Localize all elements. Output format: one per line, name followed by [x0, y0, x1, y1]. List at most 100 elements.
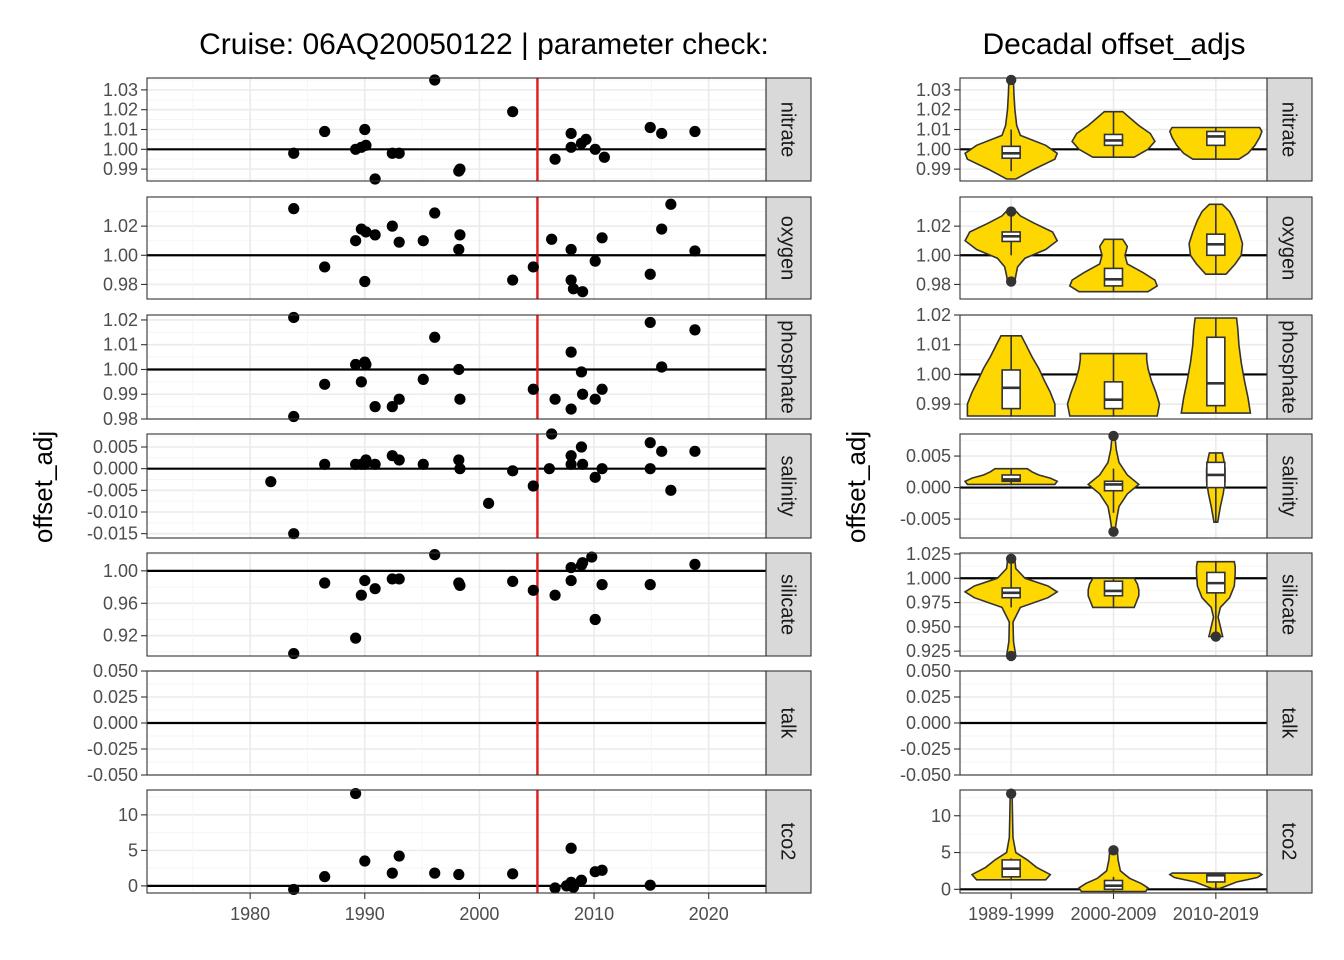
data-point — [596, 579, 608, 591]
data-point — [319, 577, 331, 589]
scatter-phosphate-y-tick-label: 1.01 — [103, 335, 138, 355]
x-tick-label: 2010-2019 — [1173, 904, 1259, 924]
violin-tco2-y-tick-label: 5 — [941, 843, 951, 863]
scatter-salinity-y-tick-label: -0.010 — [87, 502, 138, 522]
violin-nitrate-y-tick-label: 1.02 — [916, 100, 951, 120]
left-chart-title: Cruise: 06AQ20050122 | parameter check: — [199, 28, 769, 61]
scatter-tco2-panel-border — [146, 789, 767, 894]
data-point — [575, 874, 588, 886]
data-point — [288, 647, 300, 660]
data-point — [355, 589, 367, 601]
violin-tco2-y-tick-label: 10 — [931, 806, 951, 826]
data-point — [386, 867, 398, 879]
left-y-axis-label: offset_adj — [28, 431, 58, 543]
data-point — [393, 147, 405, 159]
data-point — [386, 220, 398, 232]
scatter-nitrate-strip — [765, 77, 812, 182]
data-point — [369, 229, 381, 241]
data-point — [360, 139, 372, 151]
data-point — [565, 274, 577, 286]
data-point — [359, 275, 371, 288]
data-point — [575, 441, 588, 453]
violin-salinity-strip — [1266, 433, 1313, 539]
boxplot-box — [1206, 130, 1226, 147]
data-point — [288, 147, 300, 159]
outlier-point — [1005, 788, 1017, 799]
data-point — [359, 123, 371, 136]
data-point — [567, 881, 580, 893]
data-point — [429, 207, 441, 219]
data-point — [482, 497, 495, 509]
data-point — [417, 373, 429, 385]
data-point — [644, 121, 656, 134]
violin-oxygen-strip-label: oxygen — [1278, 216, 1300, 281]
scatter-nitrate-y-tick-label: 1.00 — [103, 139, 138, 159]
data-point — [360, 226, 372, 238]
scatter-silicate-strip-label: silicate — [777, 574, 799, 635]
scatter-tco2-y-tick-label: 5 — [128, 840, 138, 860]
data-point — [288, 528, 300, 540]
violin-tco2-strip — [1266, 789, 1313, 894]
scatter-phosphate-strip — [765, 314, 812, 420]
scatter-salinity-y-tick-label: -0.015 — [87, 524, 138, 544]
boxplot-box — [1206, 873, 1226, 883]
violin-silicate-y-tick-label: 0.975 — [906, 593, 951, 613]
scatter-salinity-y-tick-label: -0.005 — [87, 480, 138, 500]
data-point — [689, 324, 701, 336]
data-point — [589, 471, 601, 483]
data-point — [644, 437, 656, 449]
data-point — [596, 864, 608, 876]
scatter-nitrate-y-tick-label: 0.99 — [103, 159, 138, 179]
data-point — [369, 583, 381, 595]
data-point — [580, 133, 592, 146]
data-point — [656, 445, 668, 457]
right-chart-title: Decadal offset_adjs — [983, 28, 1246, 61]
scatter-phosphate-strip-label: phosphate — [777, 320, 799, 413]
scatter-oxygen-panel-border — [146, 196, 767, 300]
scatter-phosphate-y-tick-label: 0.98 — [103, 409, 138, 429]
data-point — [359, 855, 371, 867]
data-point — [656, 223, 668, 235]
data-point — [454, 579, 466, 592]
data-point — [453, 454, 465, 466]
data-point — [393, 850, 405, 862]
data-point — [454, 463, 466, 475]
violin-talk-y-tick-label: 0.025 — [906, 687, 951, 707]
outlier-point — [1210, 631, 1222, 642]
outlier-point — [1108, 845, 1119, 856]
scatter-silicate-strip — [765, 552, 812, 657]
scatter-salinity-strip-label: salinity — [777, 455, 799, 516]
scatter-panel-oxygen: 0.98 1.00 1.02 oxygen — [103, 196, 812, 300]
scatter-oxygen-y-tick-label: 1.02 — [103, 216, 138, 236]
outlier-point — [1005, 206, 1017, 217]
data-point — [565, 450, 577, 462]
violin-phosphate-y-tick-label: 0.99 — [916, 394, 951, 414]
violin-talk-panel-border — [959, 670, 1268, 776]
data-point — [527, 383, 539, 395]
data-point — [665, 198, 677, 210]
data-point — [565, 842, 577, 854]
data-point — [454, 229, 466, 241]
x-tick-label: 1989-1999 — [968, 904, 1054, 924]
boxplot-box — [1103, 267, 1124, 287]
violin-nitrate-y-tick-label: 1.03 — [916, 80, 951, 100]
x-tick-label: 2000 — [459, 904, 499, 924]
data-point — [453, 363, 465, 376]
data-point — [265, 476, 277, 488]
violin-panel-salinity: -0.005 0.000 0.005 salinity — [900, 430, 1313, 539]
violin-panel-phosphate: 0.99 1.00 1.01 1.02 phosphate — [916, 305, 1313, 420]
data-point — [360, 358, 372, 371]
violin-phosphate-panel-border — [959, 314, 1268, 420]
data-point — [350, 632, 362, 644]
scatter-oxygen-strip-label: oxygen — [777, 216, 799, 281]
scatter-silicate-y-tick-label: 0.96 — [103, 593, 138, 613]
data-point — [369, 458, 381, 470]
data-point — [644, 879, 656, 891]
scatter-nitrate-y-tick-label: 1.01 — [103, 120, 138, 140]
violin-salinity-y-tick-label: -0.005 — [900, 509, 951, 529]
scatter-oxygen-strip — [765, 196, 812, 300]
data-point — [360, 454, 372, 466]
violin-panel-nitrate: 0.991.001.011.021.03 nitrate — [916, 74, 1313, 182]
